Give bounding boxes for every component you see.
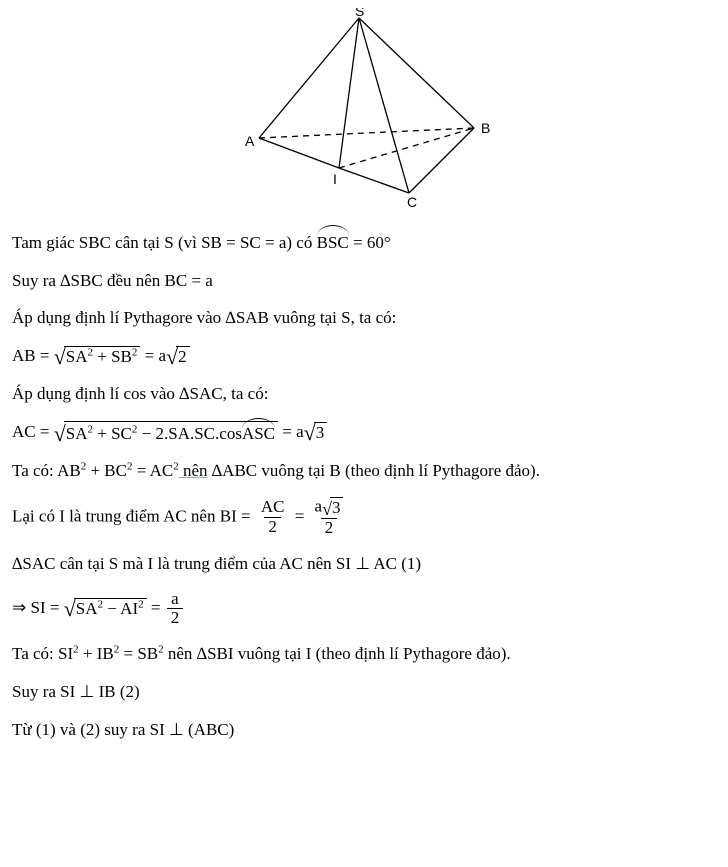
frac1: AC 2: [257, 498, 289, 536]
sqrt3: √3: [304, 422, 328, 444]
text: = 60°: [349, 233, 391, 252]
eq: = a: [278, 422, 304, 441]
t: = AC: [132, 461, 173, 480]
step-12: Suy ra SI ⊥ IB (2): [12, 680, 716, 704]
label-I: I: [333, 171, 337, 187]
rad-a: SA: [66, 424, 88, 443]
step-1: Tam giác SBC cân tại S (vì SB = SC = a) …: [12, 229, 716, 255]
label-A: A: [245, 133, 255, 149]
exp: 2: [132, 347, 138, 359]
t: + IB: [79, 644, 114, 663]
t: Ta có: SI: [12, 644, 73, 663]
label-B: B: [481, 120, 490, 136]
t: ∆ABC vuông tại B (theo định lí Pythagore…: [208, 461, 540, 480]
eq: = a: [140, 346, 166, 365]
step-7: Ta có: AB2 + BC2 = AC2 nên ∆ABC vuông tạ…: [12, 459, 716, 483]
a: a: [315, 496, 323, 515]
label-S: S: [355, 8, 364, 19]
rad-tail: − 2.SA.SC.cos: [137, 424, 242, 443]
lhs: AB =: [12, 346, 54, 365]
step-9: ∆SAC cân tại S mà I là trung điểm của AC…: [12, 552, 716, 576]
u: nên: [179, 461, 208, 480]
frac: a 2: [167, 590, 184, 628]
t: Lại có I là trung điểm AC nên BI =: [12, 506, 255, 525]
angle-asc: ASC: [242, 422, 275, 444]
rad-b: + SB: [93, 347, 132, 366]
lhs: AC =: [12, 422, 54, 441]
t: Ta có: AB: [12, 461, 81, 480]
sqrt: √SA2 + SC2 − 2.SA.SC.cosASC: [54, 421, 278, 444]
t: + BC: [86, 461, 127, 480]
eq-ab: AB = √SA2 + SB2 = a√2: [12, 344, 716, 368]
angle-bsc: BSC: [317, 229, 349, 255]
sqrt: √3: [322, 497, 343, 518]
sqrt: √SA2 − AI2: [64, 598, 147, 620]
text: Tam giác SBC cân tại S (vì SB = SC = a) …: [12, 233, 317, 252]
t: nên ∆SBI vuông tại I (theo định lí Pytha…: [164, 644, 511, 663]
sqrt2: √2: [166, 346, 190, 368]
step-11: Ta có: SI2 + IB2 = SB2 nên ∆SBI vuông tạ…: [12, 642, 716, 666]
rad-a: SA: [76, 599, 98, 618]
frac2: a√3 2: [311, 497, 348, 538]
step-2: Suy ra ∆SBC đều nên BC = a: [12, 269, 716, 293]
rad-b: − AI: [103, 599, 138, 618]
step-3: Áp dụng định lí Pythagore vào ∆SAB vuông…: [12, 306, 716, 330]
pyramid-figure: S A B C I: [12, 8, 716, 215]
eq: =: [295, 506, 309, 525]
rad-a: SA: [66, 347, 88, 366]
t: = SB: [119, 644, 158, 663]
exp: 2: [138, 598, 144, 610]
rad-mid: + SC: [93, 424, 132, 443]
step-13: Từ (1) và (2) suy ra SI ⊥ (ABC): [12, 718, 716, 742]
eq: =: [147, 598, 165, 617]
label-C: C: [407, 194, 417, 208]
lhs: ⇒ SI =: [12, 598, 64, 617]
eq-bi: Lại có I là trung điểm AC nên BI = AC 2 …: [12, 497, 716, 538]
eq-ac: AC = √SA2 + SC2 − 2.SA.SC.cosASC = a√3: [12, 420, 716, 445]
eq-si: ⇒ SI = √SA2 − AI2 = a 2: [12, 590, 716, 628]
sqrt: √SA2 + SB2: [54, 346, 141, 368]
step-5: Áp dụng định lí cos vào ∆SAC, ta có:: [12, 382, 716, 406]
